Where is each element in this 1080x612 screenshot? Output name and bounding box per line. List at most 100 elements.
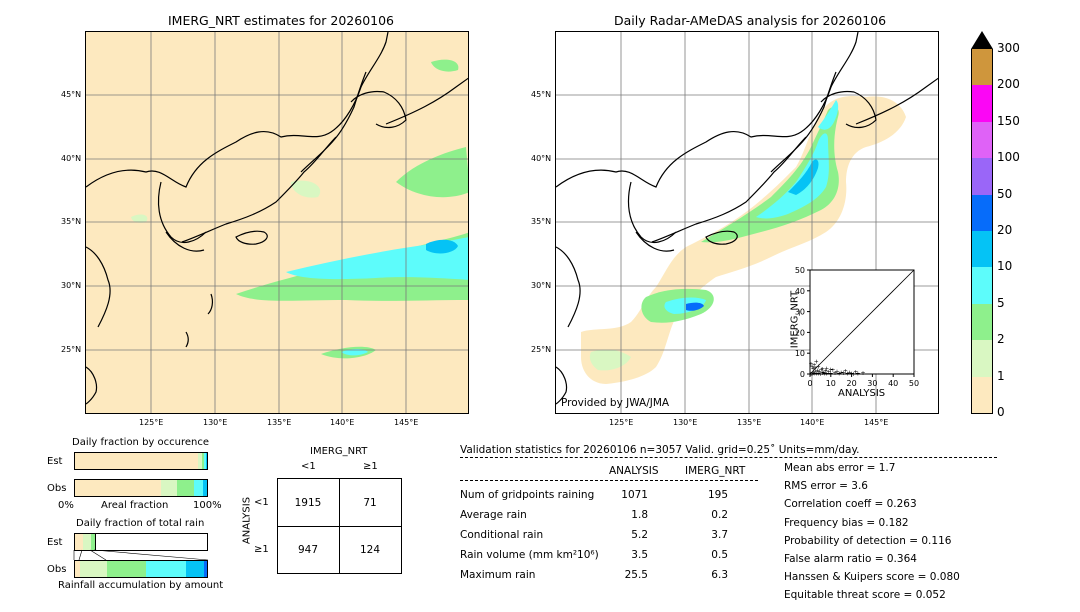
stats-row-analysis: 1.8 (631, 509, 648, 521)
contingency-row-ge1: ≥1 (254, 544, 269, 555)
scatter-point: + (824, 365, 829, 372)
scatter-xtick-label: 50 (909, 379, 919, 388)
colorbar-segment (971, 85, 993, 122)
scatter-point: + (820, 370, 825, 377)
score-row: Hanssen & Kuipers score = 0.080 (784, 571, 960, 583)
rain-patch-north (396, 147, 468, 198)
stats-header-line (460, 480, 758, 481)
stats-row-label: Conditional rain (460, 529, 544, 541)
colorbar-tick-label: 5 (997, 295, 1005, 310)
fraction-segment (75, 480, 162, 496)
stats-row-label: Average rain (460, 509, 527, 521)
scatter-point: + (824, 370, 829, 377)
colorbar-tick-label: 150 (997, 113, 1020, 128)
occurrence-title: Daily fraction by occurence (72, 437, 210, 448)
scatter-point: + (812, 362, 817, 369)
fraction-segment (203, 480, 207, 496)
stats-dashed-line (460, 457, 997, 458)
scatter-point: + (810, 364, 815, 371)
radar-lon-label-125: 125°E (609, 418, 634, 427)
scatter-point: + (830, 367, 835, 374)
scatter-point: + (816, 364, 821, 371)
colorbar-segment (971, 158, 993, 195)
rain-patch-sea (291, 180, 321, 198)
colorbar-segment (971, 194, 993, 231)
contingency-cell-00: 1915 (294, 497, 322, 509)
colorbar-tick-label: 0 (997, 405, 1005, 419)
radar-lat-label-35: 35°N (531, 217, 552, 226)
scatter-ytick-label: 10 (795, 349, 805, 358)
score-label: RMS error = (784, 480, 852, 493)
score-value: 1.7 (878, 462, 896, 474)
scatter-point: + (811, 366, 816, 373)
occurrence-bar-obs (74, 479, 208, 497)
rain-patch-top (431, 59, 459, 72)
stats-row-imerg: 0.2 (711, 509, 728, 521)
imerg-lat-label-25: 25°N (61, 345, 82, 354)
imerg-lat-label-40: 40°N (61, 154, 82, 163)
score-label: Equitable threat score = (784, 589, 916, 602)
score-row: RMS error = 3.6 (784, 480, 868, 492)
scatter-point: + (853, 369, 858, 376)
imerg-lon-label-140: 140°E (330, 418, 355, 427)
colorbar-tick-label: 50 (997, 186, 1013, 201)
scatter-point: + (819, 366, 824, 373)
radar-lon-label-145: 145°E (864, 418, 889, 427)
colorbar-tick-label: 300 (997, 41, 1020, 55)
score-value: 3.6 (851, 480, 868, 493)
occurrence-x-right: 100% (193, 500, 222, 511)
scatter-ytick-label: 40 (795, 287, 805, 296)
occurrence-label-obs: Obs (47, 483, 67, 494)
scatter-xtick-label: 10 (826, 379, 836, 388)
colorbar-segments (971, 49, 993, 414)
scatter-point: + (818, 371, 823, 378)
score-label: False alarm ratio = (784, 553, 887, 565)
scatter-point: + (813, 369, 818, 376)
fraction-segment (160, 480, 178, 496)
inset-scatter: + + + + + + + + + + + + + + + + + + + + + + + + + + + + + + + + + + + + + + + +… (778, 262, 928, 402)
scatter-xtick-label: 30 (867, 379, 877, 388)
scatter-point: + (855, 371, 860, 378)
scatter-point: + (826, 369, 831, 376)
rainfrac-bar-obs (74, 560, 208, 578)
score-label: Mean abs error = (784, 462, 879, 474)
radar-lat-label-25: 25°N (531, 345, 552, 354)
occurrence-x-left: 0% (58, 500, 74, 511)
imerg-map[interactable] (85, 31, 469, 414)
fraction-segment (90, 534, 96, 550)
colorbar-tick-label: 10 (997, 259, 1013, 274)
stats-col-analysis: ANALYSIS (609, 465, 659, 477)
scatter-point: + (817, 368, 822, 375)
stats-col-imerg: IMERG_NRT (685, 465, 746, 477)
imerg-lat-label-45: 45°N (61, 90, 82, 99)
scatter-xtick-label: 20 (847, 379, 857, 388)
fraction-segment (205, 453, 207, 469)
scatter-xlabel: ANALYSIS (838, 388, 886, 399)
score-value: 0.052 (915, 589, 946, 602)
score-value: 0.116 (921, 534, 952, 547)
scatter-point: + (814, 358, 819, 365)
scatter-point: + (832, 370, 837, 377)
stats-row-analysis: 5.2 (631, 529, 648, 541)
radar-lat-label-40: 40°N (531, 154, 552, 163)
stats-title: Validation statistics for 20260106 n=305… (460, 444, 860, 456)
rain-core-blue (426, 239, 458, 254)
contingency-col-lt1: <1 (301, 461, 316, 472)
fraction-segment (204, 561, 207, 577)
scatter-ytick-label: 0 (800, 370, 805, 379)
score-label: Hanssen & Kuipers score = (784, 571, 930, 584)
rainfrac-title: Daily fraction of total rain (76, 518, 205, 529)
score-label: Correlation coeff = (784, 498, 887, 511)
scatter-yticks: 0 10 20 30 40 50 (795, 266, 810, 379)
scatter-point: + (810, 371, 815, 378)
scatter-point: + (821, 369, 826, 376)
imerg-coastlines (86, 32, 468, 405)
colorbar-segment (971, 231, 993, 268)
stats-row-label: Num of gridpoints raining (460, 489, 595, 501)
scatter-point: + (835, 368, 840, 375)
occurrence-bar-est (74, 452, 208, 470)
scatter-point: + (841, 370, 846, 377)
scatter-diagonal (809, 269, 915, 375)
stats-row-label: Maximum rain (460, 569, 536, 581)
radar-rain-blue (788, 159, 819, 195)
